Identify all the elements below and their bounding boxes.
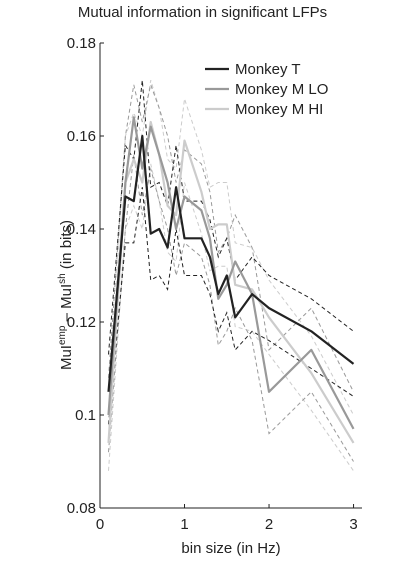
x-tick-label: 0 xyxy=(96,516,104,533)
series-upper-bound-monkey-m-lo xyxy=(108,83,354,393)
y-tick-label: 0.14 xyxy=(67,221,96,238)
legend-label: Monkey T xyxy=(235,61,301,78)
x-axis-label: bin size (in Hz) xyxy=(181,540,281,557)
y-tick-label: 0.16 xyxy=(67,128,96,145)
series-line-monkey-t xyxy=(107,134,355,392)
legend-label: Monkey M HI xyxy=(235,101,323,118)
x-tick-label: 1 xyxy=(180,516,188,533)
legend-label: Monkey M LO xyxy=(235,81,328,98)
y-tick-label: 0.18 xyxy=(67,35,96,52)
series-lower-bound-monkey-m-hi xyxy=(108,163,354,472)
series-lower-bound-monkey-m-lo xyxy=(108,154,354,462)
chart-title: Mutual information in significant LFPs xyxy=(77,4,328,21)
y-tick-label: 0.1 xyxy=(75,407,96,424)
series-lower-bound-monkey-t xyxy=(108,187,354,425)
x-tick-label: 3 xyxy=(349,516,357,533)
x-tick-label: 2 xyxy=(265,516,273,533)
y-tick-label: 0.08 xyxy=(67,500,96,517)
series-line-monkey-m-hi xyxy=(107,120,355,444)
y-tick-label: 0.12 xyxy=(67,314,96,331)
series-upper-bound-monkey-t xyxy=(108,80,354,355)
series-line-monkey-m-lo xyxy=(107,116,355,430)
